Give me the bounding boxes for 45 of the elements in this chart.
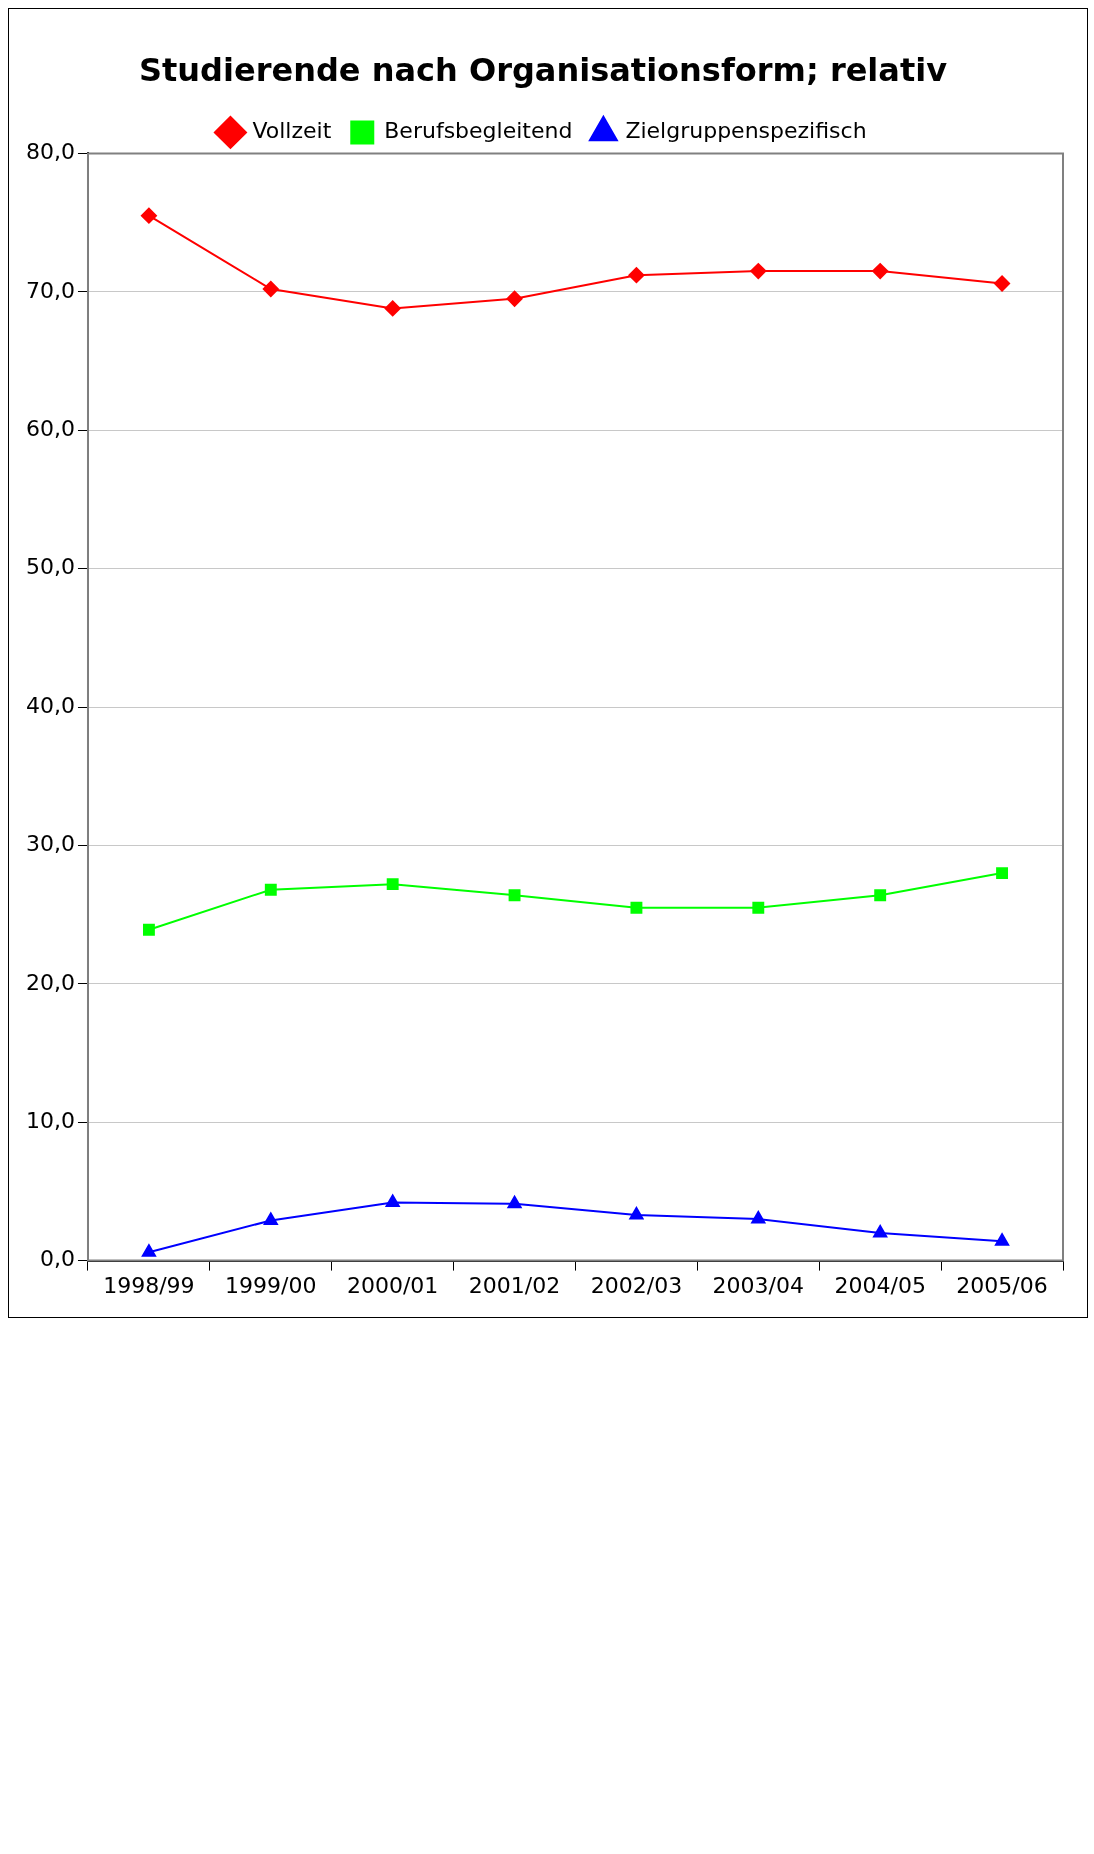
point (874, 889, 887, 902)
x-tick-label: 2001/02 (468, 1272, 561, 1298)
point (750, 263, 767, 280)
point (386, 878, 399, 891)
x-tick-label: 2002/03 (590, 1272, 683, 1298)
x-tick-label: 2000/01 (346, 1272, 439, 1298)
legend-label: Berufsbegleitend (384, 118, 573, 144)
point (630, 901, 643, 914)
point (384, 300, 401, 317)
x-tick-label: 2005/06 (956, 1272, 1048, 1298)
chart-title: Studierende nach Organisationsform; relativ (138, 50, 948, 89)
point (873, 1224, 888, 1238)
y-tick-label: 20,0 (26, 969, 75, 995)
point (996, 867, 1009, 880)
y-tick-label: 50,0 (26, 554, 75, 580)
point (506, 290, 523, 307)
point (995, 1233, 1010, 1246)
y-tick-label: 60,0 (26, 415, 75, 441)
y-tick-label: 70,0 (26, 277, 75, 303)
point (142, 923, 155, 936)
point (141, 1244, 156, 1257)
x-tick-label: 1998/99 (103, 1272, 195, 1298)
y-tick-label: 10,0 (26, 1107, 75, 1133)
point (508, 889, 521, 902)
y-tick-label: 0,0 (39, 1246, 75, 1272)
point (994, 275, 1011, 292)
point (385, 1194, 400, 1207)
point (140, 207, 157, 224)
point (264, 883, 277, 896)
point (262, 281, 279, 298)
y-tick-label: 30,0 (26, 831, 75, 857)
point (752, 901, 765, 914)
y-tick-label: 40,0 (26, 692, 75, 718)
point (872, 263, 889, 280)
legend-label: Zielgruppenspezifisch (625, 118, 867, 144)
point (507, 1195, 522, 1209)
point (628, 267, 645, 284)
point (751, 1211, 766, 1224)
point (263, 1212, 278, 1225)
point (629, 1206, 644, 1220)
x-tick-label: 2004/05 (834, 1272, 926, 1298)
x-tick-label: 2003/04 (712, 1272, 805, 1298)
legend-label: Vollzeit (252, 118, 332, 144)
y-tick-label: 80,0 (26, 139, 75, 165)
x-tick-label: 1999/00 (225, 1272, 317, 1298)
